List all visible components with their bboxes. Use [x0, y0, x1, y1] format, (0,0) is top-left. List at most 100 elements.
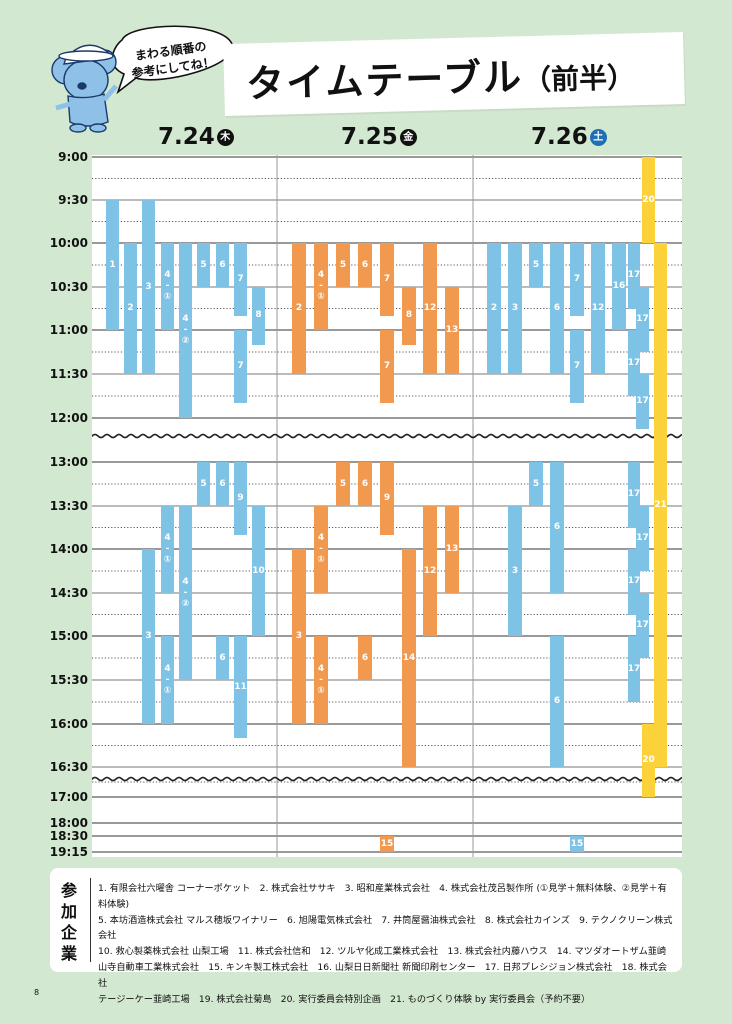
session-number: 5: [339, 259, 347, 270]
session-bar: 16: [612, 243, 626, 330]
session-number: 15: [570, 838, 584, 849]
session-number: 7: [383, 361, 391, 372]
day-date: 7.26: [531, 124, 588, 150]
session-number: 20: [642, 755, 655, 765]
session-bar: 14: [402, 549, 416, 767]
time-label: 16:00: [49, 717, 88, 731]
time-break-wave: [92, 433, 682, 439]
session-bar: 3: [508, 243, 522, 374]
session-bar: 13: [445, 506, 459, 593]
session-bar: 5: [197, 462, 210, 506]
company-list-line: 10. 救心製薬株式会社 山梨工場 11. 株式会社信和 12. ツルヤ化成工業…: [98, 946, 667, 958]
session-bar: 6: [358, 462, 372, 506]
session-bar: 2: [124, 243, 137, 374]
session-number: 6: [553, 303, 561, 313]
company-list-line: テージーケー韮崎工場 19. 株式会社菊島 20. 実行委員会特別企画 21. …: [98, 993, 591, 1005]
session-number: 6: [361, 478, 369, 489]
time-label: 16:30: [49, 760, 88, 774]
session-number: 2: [490, 303, 498, 313]
time-label: 15:30: [49, 673, 88, 687]
session-bar: 3: [508, 506, 522, 636]
session-bar: 2: [292, 243, 306, 374]
session-number: 17: [627, 663, 641, 674]
time-label: 11:30: [49, 367, 88, 381]
session-number: 5: [532, 259, 540, 270]
time-label: 14:30: [49, 586, 88, 600]
time-label: 11:00: [49, 323, 88, 337]
session-bar: 9: [380, 462, 394, 535]
day-date: 7.25: [341, 124, 398, 150]
session-number: 17: [636, 396, 649, 406]
session-bar: 10: [252, 506, 265, 636]
time-label: 12:00: [49, 411, 88, 425]
session-number: 3: [511, 565, 519, 576]
session-bar: 4 - ①: [161, 636, 174, 724]
session-number: 21: [654, 499, 667, 510]
session-bar: 5: [529, 462, 543, 506]
session-number: 5: [339, 478, 347, 489]
session-number: 17: [627, 270, 641, 281]
session-number: 4 - ①: [317, 270, 325, 302]
day-weekday-badge: 土: [589, 128, 607, 146]
time-label: 14:00: [49, 542, 88, 556]
session-bar: 3: [142, 549, 155, 724]
session-number: 7: [237, 273, 244, 284]
participating-companies: 参加企業 1. 有限会社六曜舎 コーナーポケット 2. 株式会社ササキ 3. 昭…: [50, 868, 682, 1005]
session-number: 16: [612, 281, 626, 291]
companies-label-char: 企: [60, 923, 77, 942]
session-bar: 4 - ①: [314, 243, 328, 330]
session-number: 7: [383, 273, 391, 284]
session-bar: 4 - ①: [314, 506, 328, 593]
session-bar: 6: [550, 243, 564, 374]
session-bar: 12: [591, 243, 605, 374]
session-number: 12: [591, 303, 605, 313]
session-bar: 6: [216, 636, 229, 680]
session-number: 4 - ①: [317, 533, 325, 565]
company-list-line: 5. 本坊酒造株式会社 マルス穂坂ワイナリー 6. 旭陽電気株式会社 7. 井筒…: [98, 914, 673, 942]
session-number: 8: [405, 310, 413, 321]
session-bar: 5: [197, 243, 210, 287]
session-bar: 13: [445, 287, 459, 374]
day-header-2: 7.25 金: [341, 124, 417, 150]
session-number: 5: [200, 259, 207, 270]
mascot-illustration: [51, 25, 234, 133]
time-label: 18:00: [49, 816, 88, 830]
session-number: 12: [423, 303, 437, 313]
session-number: 15: [380, 838, 394, 849]
companies-label-char: 業: [60, 944, 77, 963]
session-number: 5: [200, 478, 207, 489]
companies-label-char: 参: [60, 881, 77, 900]
session-number: 4 - ①: [163, 663, 172, 696]
time-label: 9:30: [58, 193, 88, 207]
session-bar: 3: [292, 549, 306, 724]
session-number: 9: [237, 492, 244, 503]
session-number: 6: [219, 478, 226, 489]
session-number: 1: [109, 259, 116, 270]
time-label: 9:00: [58, 150, 88, 164]
mascot-mouse-icon: [51, 44, 118, 133]
time-break-wave: [92, 776, 682, 782]
session-bar: 7: [570, 243, 584, 316]
companies-label-char: 加: [60, 902, 77, 921]
session-bar: 2: [487, 243, 501, 374]
session-number: 17: [627, 489, 641, 500]
session-bar: 4 - ②: [179, 243, 192, 418]
session-number: 3: [295, 631, 303, 641]
time-label: 10:30: [49, 280, 88, 294]
session-number: 17: [627, 357, 641, 368]
session-bar: 20: [642, 724, 655, 797]
session-number: 20: [642, 194, 655, 205]
session-bar: 6: [550, 636, 564, 767]
session-number: 13: [445, 544, 459, 554]
session-bar: 4 - ①: [161, 243, 174, 330]
session-bar: 5: [336, 462, 350, 506]
day-header-1: 7.24 木: [158, 124, 234, 150]
session-number: 9: [383, 492, 391, 503]
session-number: 6: [219, 652, 226, 663]
session-number: 2: [127, 303, 134, 313]
session-number: 3: [511, 303, 519, 313]
session-bar: 1: [106, 200, 119, 330]
page-title-suffix: （前半）: [522, 60, 636, 97]
session-bar: 5: [529, 243, 543, 287]
